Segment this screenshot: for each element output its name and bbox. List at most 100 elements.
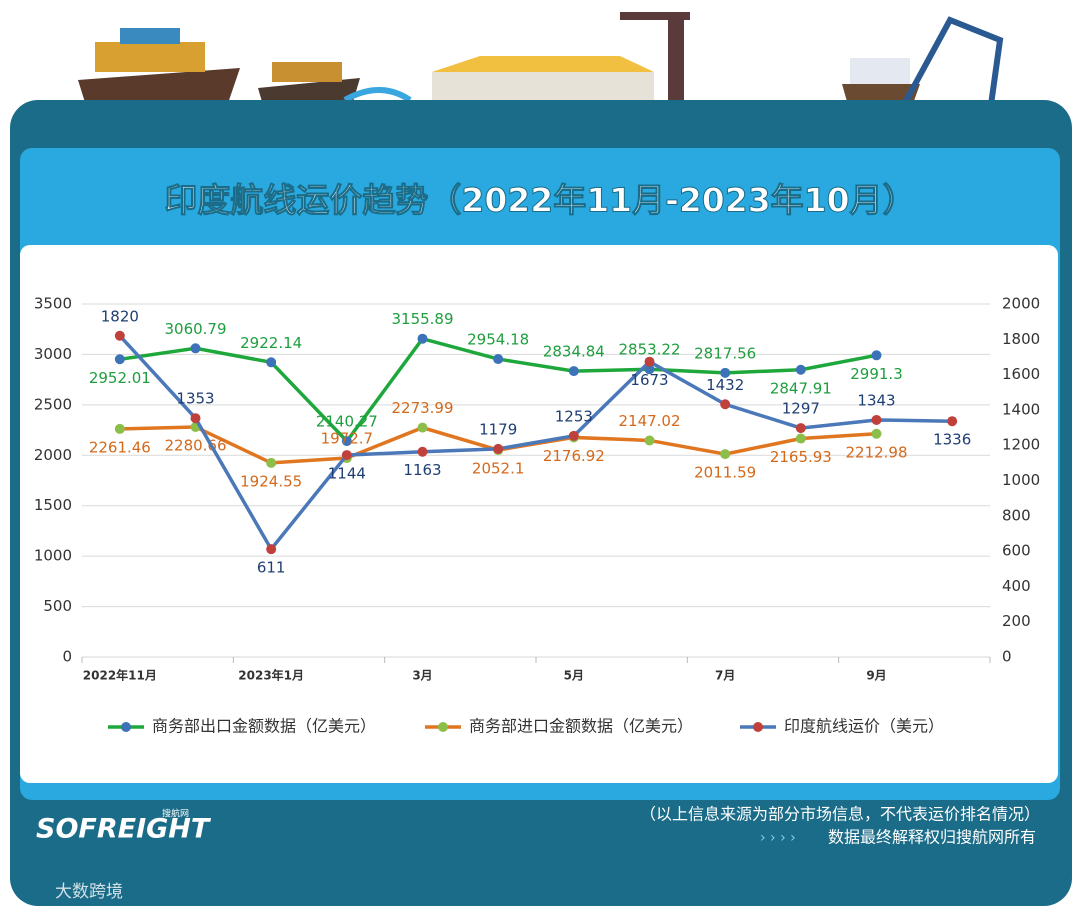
plot-card xyxy=(20,245,1058,783)
data-label: 2280.66 xyxy=(164,436,226,454)
x-tick-label: 7月 xyxy=(715,669,735,683)
data-label: 2853.22 xyxy=(618,341,680,359)
marker xyxy=(644,364,655,375)
marker xyxy=(720,367,731,378)
marker xyxy=(720,399,731,410)
marker xyxy=(795,364,806,375)
data-label: 2140.27 xyxy=(316,413,378,431)
marker xyxy=(417,333,428,344)
data-label: 2817.56 xyxy=(694,344,756,362)
data-label: 2176.92 xyxy=(543,447,605,465)
data-label: 2011.59 xyxy=(694,464,756,482)
data-label: 1343 xyxy=(857,391,895,409)
marker xyxy=(190,343,201,354)
marker xyxy=(417,446,428,457)
y2-tick-label: 400 xyxy=(1002,577,1031,595)
marker xyxy=(720,449,731,460)
plot: 0 500 1000 1500 2000 2500 3000 3500 0 200 400 600 80… xyxy=(34,295,1040,736)
y2-tick-label: 1800 xyxy=(1002,330,1040,348)
data-label: 1432 xyxy=(706,376,744,394)
y2-tick-label: 600 xyxy=(1002,542,1031,560)
data-label: 2212.98 xyxy=(845,443,907,461)
x-tick-label: 2023年1月 xyxy=(238,668,304,683)
legend-marker xyxy=(121,722,131,732)
data-label: 611 xyxy=(257,559,286,577)
legend-marker xyxy=(753,722,763,732)
y2-tick-label: 800 xyxy=(1002,506,1031,524)
data-label: 1179 xyxy=(479,420,517,438)
watermark: 大数跨境 xyxy=(55,882,123,902)
footer-rights: 数据最终解释权归搜航网所有 xyxy=(828,828,1036,847)
data-label: 1144 xyxy=(328,465,366,483)
marker xyxy=(190,413,201,424)
marker xyxy=(341,450,352,461)
marker xyxy=(493,354,504,365)
marker xyxy=(114,330,125,341)
data-label: 2273.99 xyxy=(391,399,453,417)
x-tick-label: 9月 xyxy=(866,669,886,683)
y2-tick-label: 1400 xyxy=(1002,400,1040,418)
y2-tick-label: 200 xyxy=(1002,612,1031,630)
data-label: 2165.93 xyxy=(770,448,832,466)
y-tick-label: 3000 xyxy=(34,345,72,363)
marker xyxy=(644,435,655,446)
marker xyxy=(568,366,579,377)
legend-label: 商务部进口金额数据（亿美元） xyxy=(469,717,693,736)
marker xyxy=(795,423,806,434)
marker xyxy=(947,416,958,427)
marker xyxy=(266,357,277,368)
data-label: 1673 xyxy=(630,371,668,389)
marker xyxy=(795,433,806,444)
marker xyxy=(341,436,352,447)
y2-tick-label: 0 xyxy=(1002,648,1012,666)
data-label: 2991.3 xyxy=(850,365,903,383)
legend-marker xyxy=(438,722,448,732)
marker xyxy=(644,356,655,367)
x-tick-label: 2022年11月 xyxy=(83,668,157,683)
data-label: 1820 xyxy=(101,307,139,325)
legend-label: 商务部出口金额数据（亿美元） xyxy=(152,717,376,736)
y-tick-label: 1500 xyxy=(34,496,72,514)
marker xyxy=(114,423,125,434)
marker xyxy=(493,443,504,454)
marker xyxy=(114,354,125,365)
footer-note: （以上信息来源为部分市场信息，不代表运价排名情况） xyxy=(640,805,1040,824)
logo-sub: 搜航网 xyxy=(162,808,189,820)
y2-tick-label: 1600 xyxy=(1002,365,1040,383)
series-line xyxy=(118,334,953,553)
x-tick-label: 3月 xyxy=(412,669,432,683)
y-tick-label: 1000 xyxy=(34,547,72,565)
marker xyxy=(266,457,277,468)
data-label: 1972.7 xyxy=(321,430,374,448)
marker xyxy=(871,414,882,425)
data-label: 3060.79 xyxy=(164,320,226,338)
legend-label: 印度航线运价（美元） xyxy=(784,717,944,736)
x-tick-label: 5月 xyxy=(564,669,584,683)
data-label: 2954.18 xyxy=(467,331,529,349)
y-tick-label: 2000 xyxy=(34,446,72,464)
y2-tick-label: 1000 xyxy=(1002,471,1040,489)
data-label: 1336 xyxy=(933,431,971,449)
y-tick-label: 2500 xyxy=(34,395,72,413)
data-label: 3155.89 xyxy=(391,310,453,328)
arrows: › › › › xyxy=(760,830,796,846)
data-label: 1163 xyxy=(403,461,441,479)
data-label: 2847.91 xyxy=(770,379,832,397)
logo: SOFREIGHT xyxy=(36,814,212,845)
marker xyxy=(871,428,882,439)
marker xyxy=(417,422,428,433)
marker xyxy=(568,430,579,441)
y-tick-label: 0 xyxy=(62,648,72,666)
data-label: 2834.84 xyxy=(543,343,605,361)
data-label: 2261.46 xyxy=(89,438,151,456)
data-label: 2952.01 xyxy=(89,369,151,387)
marker xyxy=(871,350,882,361)
data-label: 1924.55 xyxy=(240,472,302,490)
data-label: 1353 xyxy=(176,390,214,408)
header-decoration xyxy=(78,12,1004,115)
y2-tick-label: 1200 xyxy=(1002,436,1040,454)
y2-tick-label: 2000 xyxy=(1002,295,1040,313)
y-tick-label: 500 xyxy=(43,597,72,615)
